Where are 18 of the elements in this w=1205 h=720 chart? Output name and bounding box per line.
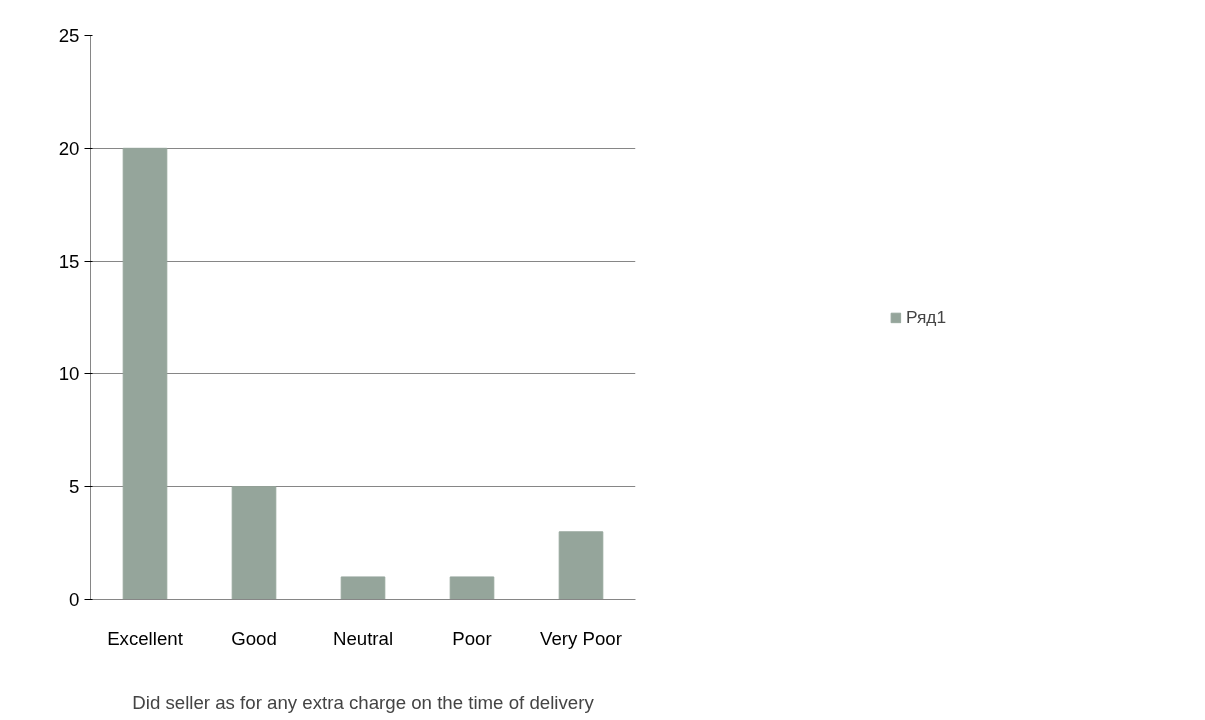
x-tick-label: Good — [231, 627, 277, 649]
bar — [449, 576, 495, 600]
x-tick-label: Very Poor — [540, 627, 622, 649]
bar — [231, 486, 277, 600]
x-tick-label: Neutral — [332, 627, 394, 649]
y-tick-label: 5 — [69, 476, 80, 498]
legend-label: Ряд1 — [905, 306, 947, 328]
y-tick-label: 0 — [69, 589, 80, 610]
bar — [340, 576, 386, 600]
y-tick-label: 15 — [58, 250, 80, 272]
x-tick-label: Poor — [452, 627, 492, 649]
x-tick-label: Excellent — [107, 627, 184, 649]
y-tick-label: 25 — [58, 25, 80, 46]
y-tick-label: 10 — [58, 363, 80, 385]
x-axis-title: Did seller as for any extra charge on the time of delivery — [132, 691, 595, 713]
bar — [558, 531, 604, 600]
bar — [122, 147, 168, 600]
y-tick-label: 20 — [58, 137, 80, 159]
